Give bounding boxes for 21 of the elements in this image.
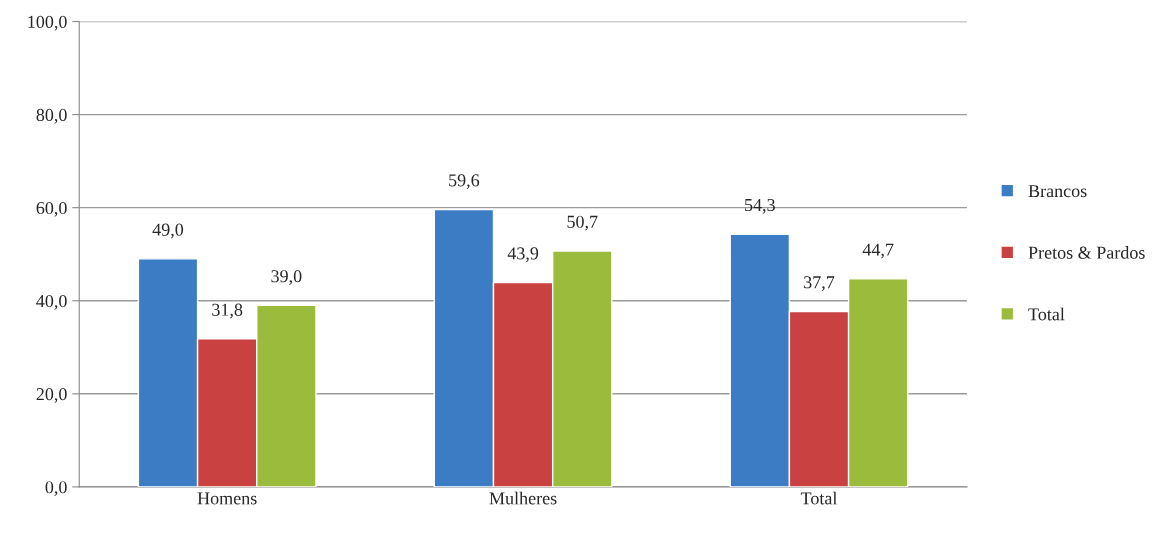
- legend-label: Pretos & Pardos: [1028, 246, 1145, 259]
- data-label: 37,7: [804, 276, 835, 291]
- data-label: 49,0: [152, 223, 184, 239]
- y-tick-label: 100,0: [28, 15, 67, 31]
- x-tick-label: Homens: [197, 492, 257, 505]
- data-label: 43,9: [507, 247, 539, 263]
- y-tick-label: 80,0: [36, 108, 67, 124]
- data-label: 44,7: [862, 243, 894, 259]
- legend-label: Total: [1028, 307, 1065, 321]
- y-tick-label: 40,0: [36, 295, 67, 310]
- data-label: 54,3: [745, 198, 775, 214]
- data-label: 39,0: [271, 270, 302, 285]
- x-tick-label: Total: [800, 491, 838, 505]
- data-label: 31,8: [212, 303, 243, 319]
- data-label: 59,6: [449, 174, 480, 190]
- y-tick-label: 20,0: [36, 388, 67, 403]
- data-label: 50,7: [567, 215, 598, 231]
- y-tick-label: 60,0: [36, 201, 67, 217]
- x-tick-label: Mulheres: [489, 491, 557, 505]
- legend-label: Brancos: [1028, 185, 1087, 198]
- y-tick-label: 0,0: [45, 481, 67, 496]
